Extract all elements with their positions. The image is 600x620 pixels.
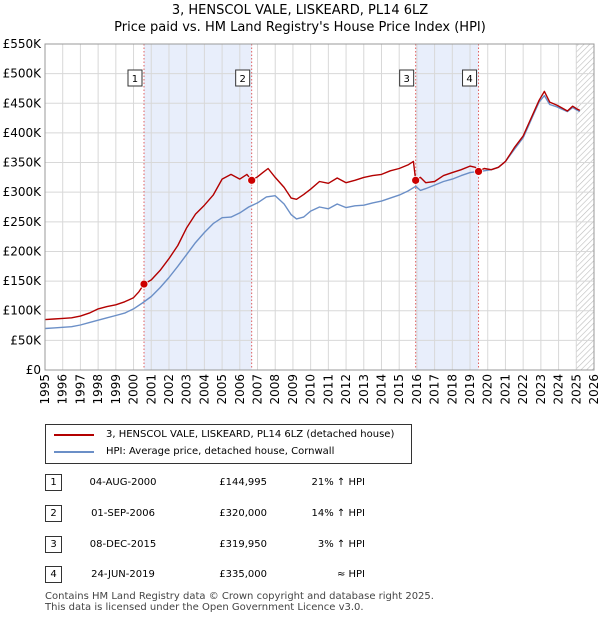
x-tick-label: 2024 bbox=[552, 374, 566, 405]
legend: 3, HENSCOL VALE, LISKEARD, PL14 6LZ (det… bbox=[45, 424, 412, 464]
y-tick-label: £50K bbox=[10, 333, 42, 347]
y-tick-label: £150K bbox=[3, 274, 43, 288]
legend-swatch-red bbox=[54, 434, 94, 436]
ownership-band bbox=[415, 44, 479, 370]
x-tick-label: 2022 bbox=[516, 374, 530, 405]
x-tick-label: 2012 bbox=[339, 374, 353, 405]
legend-swatch-blue bbox=[54, 451, 94, 453]
x-tick-label: 1996 bbox=[56, 374, 70, 405]
sale-price: £319,950 bbox=[219, 539, 267, 550]
sale-label: 1 bbox=[132, 74, 138, 85]
x-tick-label: 2005 bbox=[215, 374, 229, 405]
sale-hpi-diff: 3% ↑ HPI bbox=[317, 539, 365, 550]
x-tick-label: 2010 bbox=[304, 374, 318, 405]
chart-title: 3, HENSCOL VALE, LISKEARD, PL14 6LZ bbox=[171, 3, 429, 18]
x-tick-label: 2007 bbox=[251, 374, 265, 405]
x-tick-label: 1999 bbox=[109, 374, 123, 405]
x-tick-label: 2019 bbox=[463, 374, 477, 405]
x-tick-label: 2011 bbox=[321, 374, 335, 405]
footer: Contains HM Land Registry data © Crown c… bbox=[45, 591, 434, 613]
y-tick-label: £100K bbox=[3, 304, 43, 318]
sale-number-badge: 2 bbox=[45, 505, 62, 522]
x-tick-label: 1995 bbox=[38, 374, 52, 405]
x-tick-label: 2021 bbox=[498, 374, 512, 405]
sale-date: 24-JUN-2019 bbox=[91, 569, 155, 580]
future-hatch bbox=[576, 44, 594, 370]
sale-label-box bbox=[127, 69, 143, 87]
x-tick-label: 2020 bbox=[481, 374, 495, 405]
footer-copyright: Contains HM Land Registry data © Crown c… bbox=[45, 591, 434, 602]
x-tick-label: 2001 bbox=[144, 374, 158, 405]
x-tick-label: 2000 bbox=[127, 374, 141, 405]
sale-price: £335,000 bbox=[219, 569, 267, 580]
y-tick-label: £450K bbox=[3, 96, 43, 110]
footer-licence: This data is licensed under the Open Gov… bbox=[45, 602, 364, 613]
x-tick-label: 2006 bbox=[233, 374, 247, 405]
y-tick-label: £300K bbox=[3, 185, 43, 199]
sale-date: 08-DEC-2015 bbox=[89, 539, 157, 550]
x-tick-label: 2018 bbox=[445, 374, 459, 405]
sale-label-box bbox=[399, 69, 415, 87]
y-tick-label: £500K bbox=[3, 67, 43, 81]
x-tick-label: 2009 bbox=[286, 374, 300, 405]
sale-point bbox=[474, 167, 483, 176]
sale-label-box bbox=[462, 69, 478, 87]
sale-hpi-diff: 21% ↑ HPI bbox=[311, 477, 365, 488]
x-tick-label: 2017 bbox=[428, 374, 442, 405]
price-chart: 1 2 3 4 £0 £50K £100K £150K £200K £250K £300K £350K… bbox=[3, 37, 600, 405]
x-tick-label: 2008 bbox=[268, 374, 282, 405]
chart-subtitle: Price paid vs. HM Land Registry's House … bbox=[114, 20, 486, 35]
sale-price: £320,000 bbox=[219, 508, 267, 519]
x-tick-label: 2014 bbox=[374, 374, 388, 405]
y-tick-label: £0 bbox=[26, 363, 41, 377]
sale-label: 3 bbox=[403, 74, 409, 85]
x-tick-label: 2025 bbox=[569, 374, 583, 405]
sale-hpi-diff: 14% ↑ HPI bbox=[311, 508, 365, 519]
sale-point bbox=[247, 175, 257, 185]
y-tick-label: £400K bbox=[3, 126, 43, 140]
y-tick-label: £550K bbox=[3, 37, 43, 51]
sale-date: 04-AUG-2000 bbox=[89, 477, 157, 488]
y-tick-label: £200K bbox=[3, 244, 43, 258]
x-tick-label: 2026 bbox=[587, 374, 600, 405]
x-tick-label: 2002 bbox=[162, 374, 176, 405]
x-tick-label: 2016 bbox=[410, 374, 424, 405]
sale-date: 01-SEP-2006 bbox=[91, 508, 155, 519]
sale-number-badge: 1 bbox=[45, 474, 62, 491]
sale-hpi-diff: ≈ HPI bbox=[336, 569, 365, 580]
y-tick-label: £250K bbox=[3, 215, 43, 229]
sale-number-badge: 4 bbox=[45, 566, 62, 583]
x-tick-label: 2015 bbox=[392, 374, 406, 405]
ownership-band bbox=[143, 44, 252, 370]
x-tick-label: 2013 bbox=[357, 374, 371, 405]
legend-label-hpi: HPI: Average price, detached house, Corn… bbox=[106, 446, 335, 457]
x-tick-label: 1997 bbox=[73, 374, 87, 405]
sale-label-box bbox=[235, 69, 251, 87]
sale-label: 2 bbox=[239, 74, 245, 85]
sale-point bbox=[139, 279, 149, 289]
plot-frame bbox=[44, 43, 595, 371]
x-tick-label: 2023 bbox=[534, 374, 548, 405]
sale-price: £144,995 bbox=[219, 477, 267, 488]
hpi-line bbox=[45, 94, 581, 330]
sale-number-badge: 3 bbox=[45, 536, 62, 553]
x-tick-label: 1998 bbox=[91, 374, 105, 405]
x-tick-label: 2004 bbox=[197, 374, 211, 405]
y-tick-label: £350K bbox=[3, 156, 43, 170]
x-tick-label: 2003 bbox=[180, 374, 194, 405]
sale-label: 4 bbox=[466, 74, 472, 85]
sale-point bbox=[411, 175, 421, 185]
legend-label-property: 3, HENSCOL VALE, LISKEARD, PL14 6LZ (det… bbox=[106, 429, 395, 440]
